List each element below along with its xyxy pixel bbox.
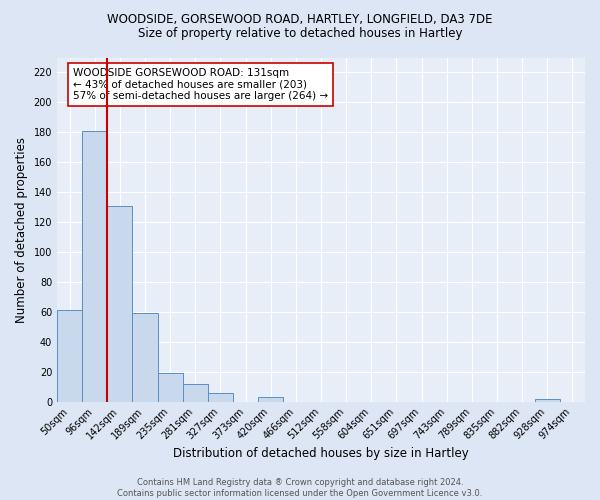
Bar — [82, 131, 107, 402]
Text: Size of property relative to detached houses in Hartley: Size of property relative to detached ho… — [138, 28, 462, 40]
Text: WOODSIDE GORSEWOOD ROAD: 131sqm
← 43% of detached houses are smaller (203)
57% o: WOODSIDE GORSEWOOD ROAD: 131sqm ← 43% of… — [73, 68, 328, 101]
Bar — [258, 397, 283, 402]
Bar — [158, 373, 183, 402]
X-axis label: Distribution of detached houses by size in Hartley: Distribution of detached houses by size … — [173, 447, 469, 460]
Text: Contains HM Land Registry data ® Crown copyright and database right 2024.
Contai: Contains HM Land Registry data ® Crown c… — [118, 478, 482, 498]
Bar — [57, 310, 82, 402]
Bar — [535, 398, 560, 402]
Y-axis label: Number of detached properties: Number of detached properties — [15, 136, 28, 322]
Bar — [183, 384, 208, 402]
Bar — [208, 392, 233, 402]
Text: WOODSIDE, GORSEWOOD ROAD, HARTLEY, LONGFIELD, DA3 7DE: WOODSIDE, GORSEWOOD ROAD, HARTLEY, LONGF… — [107, 12, 493, 26]
Bar — [107, 206, 133, 402]
Bar — [133, 314, 158, 402]
